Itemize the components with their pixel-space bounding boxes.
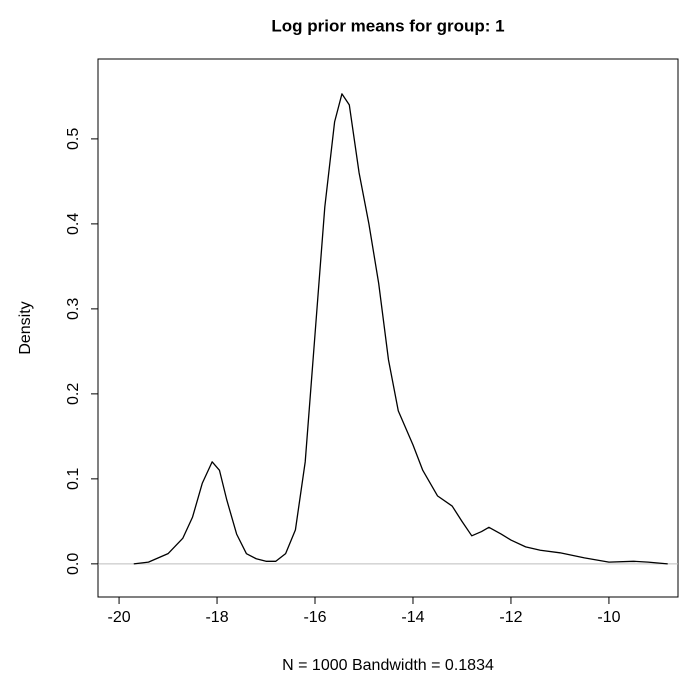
y-tick-label: 0.5 (65, 128, 82, 150)
plot-box (97, 58, 679, 598)
y-tick-label: 0.2 (65, 383, 82, 405)
x-tick-label: -14 (401, 609, 424, 626)
y-tick-label: 0.4 (65, 213, 82, 235)
x-tick-label: -18 (205, 609, 228, 626)
y-tick-label: 0.3 (65, 298, 82, 320)
y-tick-label: 0.1 (65, 468, 82, 490)
chart-title: Log prior means for group: 1 (271, 16, 504, 35)
x-tick-label: -16 (303, 609, 326, 626)
y-tick-label: 0.0 (65, 553, 82, 575)
x-tick-label: -12 (499, 609, 522, 626)
x-tick-label: -20 (108, 609, 131, 626)
density-line (133, 93, 668, 565)
x-axis-label: N = 1000 Bandwidth = 0.1834 (282, 657, 494, 674)
y-axis-label: Density (17, 301, 34, 354)
x-tick-label: -10 (597, 609, 620, 626)
